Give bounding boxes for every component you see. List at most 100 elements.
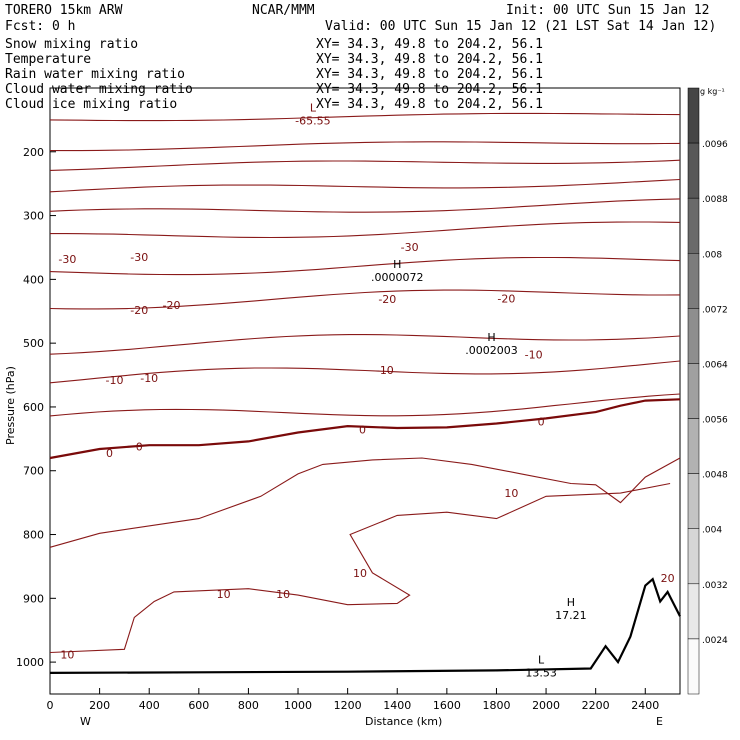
field-xy: XY= 34.3, 49.8 to 204.2, 56.1 bbox=[316, 82, 543, 97]
y-tick-label: 400 bbox=[23, 273, 44, 286]
y-tick-label: 800 bbox=[23, 529, 44, 542]
colorbar-swatch bbox=[687, 142, 700, 199]
field-name: Cloud water mixing ratio bbox=[5, 82, 193, 97]
x-tick-label: 2400 bbox=[631, 699, 659, 712]
isotherm-line bbox=[49, 393, 681, 417]
x-tick-label: 800 bbox=[238, 699, 259, 712]
x-tick-label: 400 bbox=[139, 699, 160, 712]
colorbar-label: .0072 bbox=[702, 305, 728, 315]
colorbar-swatch bbox=[687, 253, 700, 309]
extremum-marker: L bbox=[538, 653, 545, 666]
isotherm-line bbox=[49, 159, 681, 171]
y-tick-label: 300 bbox=[23, 210, 44, 223]
contour-label: 10 bbox=[353, 567, 367, 580]
forecast-hour: Fcst: 0 h bbox=[5, 19, 75, 34]
colorbar-label: .008 bbox=[702, 250, 722, 260]
colorbar-label: .004 bbox=[702, 526, 722, 536]
x-tick-label: 600 bbox=[188, 699, 209, 712]
isotherm-line bbox=[50, 141, 681, 152]
isotherm-line bbox=[49, 289, 681, 310]
model-title: TORERO 15km ARW bbox=[5, 3, 123, 18]
colorbar-swatch bbox=[687, 528, 700, 585]
y-tick-label: 600 bbox=[23, 401, 44, 414]
contour-label: -10 bbox=[525, 349, 543, 362]
valid-time: Valid: 00 UTC Sun 15 Jan 12 (21 LST Sat … bbox=[325, 19, 716, 34]
y-tick-label: 1000 bbox=[16, 656, 44, 669]
y-tick-label: 500 bbox=[23, 337, 44, 350]
extremum-value: .0002003 bbox=[465, 344, 518, 357]
isotherm-line bbox=[49, 482, 671, 654]
x-tick-label: 200 bbox=[89, 699, 110, 712]
colorbar-swatch bbox=[687, 418, 700, 474]
x-tick-label: 2000 bbox=[532, 699, 560, 712]
colorbar-swatch bbox=[687, 638, 700, 695]
colorbar: .0096 .0088 .008 .0072 .0064 .0056 .0048 .004 .0… bbox=[687, 87, 728, 695]
isotherm-line bbox=[50, 221, 681, 239]
field-name: Temperature bbox=[5, 52, 91, 67]
colorbar-label: .0064 bbox=[702, 360, 728, 370]
colorbar-label: .0032 bbox=[702, 581, 728, 591]
extremum-value: 17.21 bbox=[555, 609, 587, 622]
field-xy: XY= 34.3, 49.8 to 204.2, 56.1 bbox=[316, 52, 543, 67]
contour-label: -20 bbox=[497, 293, 515, 306]
extremum-value: .0000072 bbox=[371, 271, 424, 284]
contour-label-layer: -30 -30 -30 -20 -20 -20 -20 -10 -10 -10 -10 0 0 0 0 10 1… bbox=[58, 102, 674, 680]
y-tick-label: 900 bbox=[23, 592, 44, 605]
contour-label: -20 bbox=[378, 293, 396, 306]
contour-label: -10 bbox=[140, 372, 158, 385]
y-axis-label: Pressure (hPa) bbox=[4, 366, 17, 445]
x-tick-label: 1600 bbox=[433, 699, 461, 712]
contour-label: 10 bbox=[217, 588, 231, 601]
axes: 0 200 400 600 800 1000 1200 1400 1600 1800 2000 220… bbox=[16, 146, 659, 712]
field-xy: XY= 34.3, 49.8 to 204.2, 56.1 bbox=[316, 97, 543, 112]
field-name: Rain water mixing ratio bbox=[5, 67, 185, 82]
field-name: Snow mixing ratio bbox=[5, 37, 138, 52]
contour-label: 10 bbox=[276, 588, 290, 601]
center-title: NCAR/MMM bbox=[252, 3, 315, 18]
isotherm-line bbox=[49, 112, 681, 122]
isotherm-line bbox=[49, 360, 681, 384]
x-tick-label: 0 bbox=[47, 699, 54, 712]
zero-isotherm bbox=[49, 398, 681, 460]
colorbar-label: .0088 bbox=[702, 195, 728, 205]
x-axis-label: Distance (km) bbox=[365, 715, 442, 728]
isotherm-line bbox=[49, 334, 681, 355]
extremum-marker: H bbox=[393, 258, 401, 271]
x-tick-label: 1000 bbox=[284, 699, 312, 712]
x-tick-label: 1200 bbox=[334, 699, 362, 712]
x-tick-label: 1400 bbox=[383, 699, 411, 712]
isotherm-line bbox=[49, 178, 681, 193]
colorbar-swatch bbox=[687, 583, 700, 640]
contour-label: 10 bbox=[504, 487, 518, 500]
east-label: E bbox=[656, 715, 663, 728]
terrain-line bbox=[49, 577, 681, 674]
field-xy: XY= 34.3, 49.8 to 204.2, 56.1 bbox=[316, 37, 543, 52]
x-tick-label: 1800 bbox=[482, 699, 510, 712]
extremum-value: -65.55 bbox=[295, 115, 330, 128]
contour-label: -30 bbox=[130, 251, 148, 264]
colorbar-swatch bbox=[687, 308, 700, 364]
isotherm-line bbox=[49, 256, 681, 276]
isotherm-line bbox=[49, 457, 681, 548]
contour-label: 0 bbox=[106, 447, 113, 460]
colorbar-label: .0048 bbox=[702, 471, 728, 481]
colorbar-label: .0096 bbox=[702, 140, 728, 150]
init-time: Init: 00 UTC Sun 15 Jan 12 bbox=[506, 3, 710, 18]
contour-label: -20 bbox=[163, 299, 181, 312]
field-xy: XY= 34.3, 49.8 to 204.2, 56.1 bbox=[316, 67, 543, 82]
colorbar-swatch bbox=[687, 197, 700, 254]
isotherm-layer bbox=[49, 112, 681, 654]
x-tick-label: 2200 bbox=[582, 699, 610, 712]
colorbar-swatch bbox=[687, 363, 700, 419]
y-tick-label: 700 bbox=[23, 465, 44, 478]
contour-label: 0 bbox=[538, 416, 545, 429]
contour-label: -30 bbox=[401, 241, 419, 254]
field-legend: Snow mixing ratio XY= 34.3, 49.8 to 204.2… bbox=[5, 37, 543, 112]
y-tick-label: 200 bbox=[23, 146, 44, 159]
field-name: Cloud ice mixing ratio bbox=[5, 97, 177, 112]
colorbar-unit: g kg⁻¹ bbox=[700, 87, 725, 96]
contour-label: 20 bbox=[661, 572, 675, 585]
colorbar-swatch bbox=[687, 87, 700, 144]
colorbar-swatch bbox=[687, 473, 700, 529]
